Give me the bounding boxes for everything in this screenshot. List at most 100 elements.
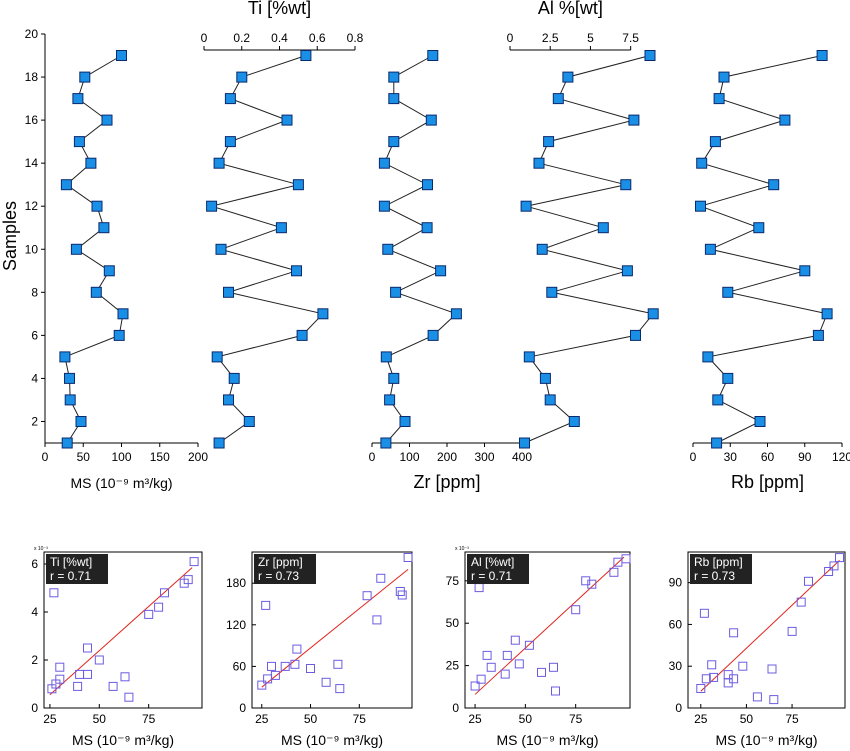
- profile-x-tick-label: 150: [150, 450, 170, 464]
- profile-point: [533, 157, 545, 169]
- scatter-point: [829, 561, 839, 571]
- scatter-x-tick-label: 75: [785, 712, 799, 726]
- scatter-point: [94, 655, 104, 665]
- scatter-point: [108, 681, 118, 691]
- profile-point: [568, 416, 580, 427]
- profile-point: [536, 243, 548, 255]
- profile-point: [380, 351, 392, 363]
- profile-point: [722, 286, 734, 298]
- profile-x-axis-title: MS (10⁻⁹ m³/kg): [70, 475, 172, 491]
- profile-point: [768, 179, 780, 191]
- scatter-y-tick-label: 60: [233, 659, 247, 673]
- profile-point: [64, 372, 75, 384]
- profile-point: [597, 222, 609, 234]
- profile-x-tick-label: 0.4: [271, 31, 288, 45]
- scatter-point: [154, 602, 164, 612]
- scatter-point: [83, 669, 92, 679]
- scatter-point: [835, 553, 844, 563]
- scatter-point: [73, 681, 83, 691]
- samples-tick-label: 12: [25, 199, 39, 213]
- scatter-point: [581, 576, 591, 586]
- profile-point: [98, 222, 110, 234]
- scatter-point: [824, 567, 834, 576]
- scatter-y-tick-label: 6: [31, 557, 38, 571]
- scatter-x-tick-label: 25: [468, 712, 482, 726]
- profile-point: [380, 437, 392, 449]
- scatter-frame: [43, 551, 203, 709]
- profile-point: [399, 416, 411, 427]
- profile-point: [702, 351, 714, 363]
- profile-point: [816, 50, 828, 61]
- annotation-box: [690, 554, 752, 584]
- profile-point: [421, 222, 433, 234]
- scatter-y-multiplier: x 10⁻³: [34, 546, 48, 552]
- profile-point: [621, 265, 633, 277]
- scatter-point: [551, 686, 560, 696]
- samples-tick-label: 2: [31, 414, 38, 428]
- scatter-point: [372, 615, 382, 625]
- profile-point: [552, 93, 564, 105]
- scatter-point: [49, 588, 59, 598]
- profile-x-axis-title: Ti [%wt]: [248, 0, 311, 18]
- scatter-x-tick-label: 25: [255, 712, 269, 726]
- scatter-frame: [687, 551, 846, 709]
- scatter-point: [267, 661, 276, 671]
- scatter-point: [280, 661, 290, 671]
- scatter-point: [376, 573, 386, 583]
- profile-point: [722, 372, 734, 384]
- scatter-point: [160, 588, 169, 598]
- profile-x-tick-label: 0: [690, 450, 697, 464]
- scatter-point: [333, 659, 343, 669]
- scatter-y-tick-label: 25: [446, 659, 460, 673]
- annotation-r-value: r = 0.71: [471, 569, 512, 583]
- scatter-x-tick-label: 25: [694, 712, 708, 726]
- regression-line: [474, 556, 625, 695]
- profile-series-line: [209, 55, 324, 444]
- profile-series-line: [383, 55, 458, 444]
- profile-x-tick-label: 30: [724, 450, 738, 464]
- scatter-point: [321, 677, 331, 687]
- profile-point: [427, 329, 439, 341]
- scatter-point: [474, 583, 484, 593]
- scatter-point: [709, 672, 719, 682]
- profile-point: [275, 222, 287, 234]
- profile-point: [388, 136, 400, 148]
- scatter-point: [476, 674, 486, 684]
- scatter-point: [537, 667, 546, 677]
- regression-line: [700, 559, 840, 692]
- profile-point: [696, 157, 708, 169]
- profile-point: [628, 114, 640, 126]
- scatter-point: [804, 576, 813, 586]
- profile-point: [223, 286, 234, 298]
- profile-point: [523, 351, 535, 363]
- scatter-point: [75, 669, 85, 679]
- profile-x-tick-label: 0: [369, 450, 376, 464]
- profile-point: [206, 200, 218, 212]
- profile-point: [90, 286, 102, 298]
- profile-point: [236, 71, 248, 83]
- scatter-point: [769, 695, 779, 705]
- scatter-y-tick-label: 0: [239, 701, 246, 715]
- scatter-point: [738, 661, 748, 671]
- scatter-point: [500, 669, 510, 679]
- profile-point: [296, 329, 308, 341]
- scatter-frame: [464, 551, 631, 709]
- profile-x-tick-label: 7.5: [622, 31, 639, 45]
- profile-point: [812, 329, 824, 341]
- scatter-x-axis-title: MS (10⁻⁹ m³/kg): [715, 732, 817, 748]
- profile-x-tick-label: 0: [507, 31, 514, 45]
- profile-point: [630, 329, 641, 341]
- annotation-element: Al [%wt]: [471, 555, 514, 569]
- scatter-point: [549, 662, 558, 672]
- profile-x-tick-label: 90: [798, 450, 812, 464]
- scatter-y-tick-label: 60: [669, 617, 683, 631]
- profile-point: [223, 394, 234, 406]
- annotation-r-value: r = 0.71: [50, 569, 91, 583]
- scatter-point: [55, 662, 65, 672]
- scatter-y-tick-label: 90: [669, 576, 683, 590]
- scatter-point: [397, 590, 407, 600]
- scatter-y-tick-label: 0: [675, 701, 682, 715]
- scatter-y-tick-label: 50: [446, 616, 460, 630]
- profile-point: [79, 71, 91, 83]
